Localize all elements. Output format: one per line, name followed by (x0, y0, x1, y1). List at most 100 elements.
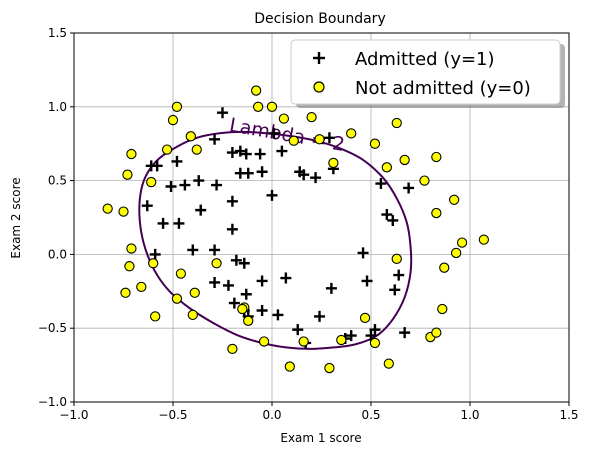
y-axis-label: Exam 2 score (9, 177, 23, 258)
x-axis-label: Exam 1 score (280, 431, 361, 445)
admitted-point (151, 160, 163, 172)
admitted-point (387, 214, 399, 226)
admitted-point (141, 200, 153, 212)
not-admitted-point (171, 101, 183, 112)
x-tick-label: 1.5 (559, 408, 578, 422)
x-tick-label: −1.0 (59, 408, 88, 422)
not-admitted-point (148, 258, 159, 269)
not-admitted-point (191, 144, 202, 155)
admitted-point (256, 275, 268, 287)
y-tick-label: −1.0 (38, 395, 67, 409)
admitted-point (226, 195, 238, 207)
not-admitted-point (439, 262, 450, 273)
y-tick-label: −0.5 (38, 321, 67, 335)
admitted-point (165, 181, 177, 193)
not-admitted-point (399, 154, 410, 166)
not-admitted-point (150, 311, 161, 322)
not-admitted-point (171, 293, 183, 304)
legend-label-admitted: Admitted (y=1) (355, 49, 495, 70)
admitted-point (222, 279, 234, 291)
admitted-point (179, 179, 191, 191)
plot-frame (73, 32, 570, 403)
not-admitted-point (175, 268, 187, 279)
admitted-point (209, 244, 221, 256)
x-tick-label: 1.0 (460, 408, 479, 422)
not-admitted-point (419, 175, 430, 186)
not-admitted-point (456, 237, 468, 248)
admitted-point (266, 189, 278, 201)
admitted-point (149, 248, 161, 260)
not-admitted-point (266, 101, 278, 112)
admitted-point (217, 107, 228, 119)
not-admitted-point (237, 303, 248, 315)
admitted-point (403, 182, 415, 194)
x-tick-label: −0.5 (158, 408, 187, 422)
not-admitted-point (122, 169, 133, 180)
not-admitted-point (124, 261, 135, 272)
not-admitted-point (126, 148, 137, 160)
not-admitted-point (243, 315, 254, 326)
legend-marker-admitted (313, 52, 325, 64)
admitted-point (240, 148, 252, 160)
admitted-point (228, 297, 240, 309)
admitted-point (310, 172, 322, 184)
not-admitted-point (369, 138, 381, 149)
admitted-point (209, 276, 221, 288)
y-tick-label: 0.5 (48, 174, 67, 188)
not-admitted-point (120, 287, 131, 298)
not-admitted-point (252, 101, 264, 112)
admitted-point (226, 147, 238, 159)
not-admitted-point (136, 281, 147, 293)
not-admitted-point (227, 343, 238, 355)
not-admitted-point (449, 194, 460, 205)
y-tick-label: 0.0 (48, 247, 67, 261)
admitted-point (375, 178, 387, 190)
admitted-point (357, 247, 369, 259)
not-admitted-point (185, 131, 196, 142)
admitted-point (280, 272, 292, 284)
admitted-point (268, 127, 280, 139)
x-axis-ticks: −1.0 −0.5 0.0 0.5 1.0 1.5 (59, 402, 579, 422)
not-admitted-point (189, 287, 200, 298)
legend: Admitted (y=1) Not admitted (y=0) (290, 39, 565, 108)
not-admitted-point (431, 207, 442, 219)
admitted-point (211, 179, 223, 191)
admitted-point (292, 324, 304, 336)
admitted-point (226, 223, 238, 235)
legend-marker-not-admitted (313, 81, 325, 93)
admitted-point (399, 327, 411, 339)
not-admitted-point (251, 85, 262, 96)
not-admitted-point (278, 113, 290, 124)
not-admitted-point (187, 309, 198, 321)
admitted-point (173, 217, 185, 229)
admitted-point (238, 257, 250, 269)
admitted-point (254, 148, 266, 160)
admitted-point (361, 275, 373, 287)
y-axis-ticks: −1.0 −0.5 0.0 0.5 1.0 1.5 (38, 26, 74, 409)
not-admitted-point (298, 336, 309, 347)
not-admitted-point (478, 234, 490, 245)
admitted-point (242, 167, 254, 179)
admitted-point (389, 284, 401, 296)
admitted-point (345, 330, 357, 342)
admitted-point (298, 169, 310, 181)
chart-title: Decision Boundary (254, 11, 385, 27)
not-admitted-point (167, 114, 179, 126)
admitted-point (365, 330, 377, 342)
admitted-point (230, 254, 242, 266)
not-admitted-point (146, 176, 157, 188)
admitted-point (276, 145, 288, 157)
admitted-point (381, 209, 393, 221)
y-tick-label: 1.0 (48, 100, 67, 114)
not-admitted-point (359, 312, 371, 324)
legend-label-not-admitted: Not admitted (y=0) (355, 78, 531, 99)
not-admitted-point (391, 117, 402, 129)
admitted-point (187, 244, 199, 256)
admitted-point (323, 132, 335, 144)
not-admitted-point (346, 128, 357, 139)
not-admitted-point (284, 361, 295, 372)
admitted-point (256, 166, 268, 178)
admitted-point (240, 288, 252, 300)
admitted-point (325, 282, 337, 294)
